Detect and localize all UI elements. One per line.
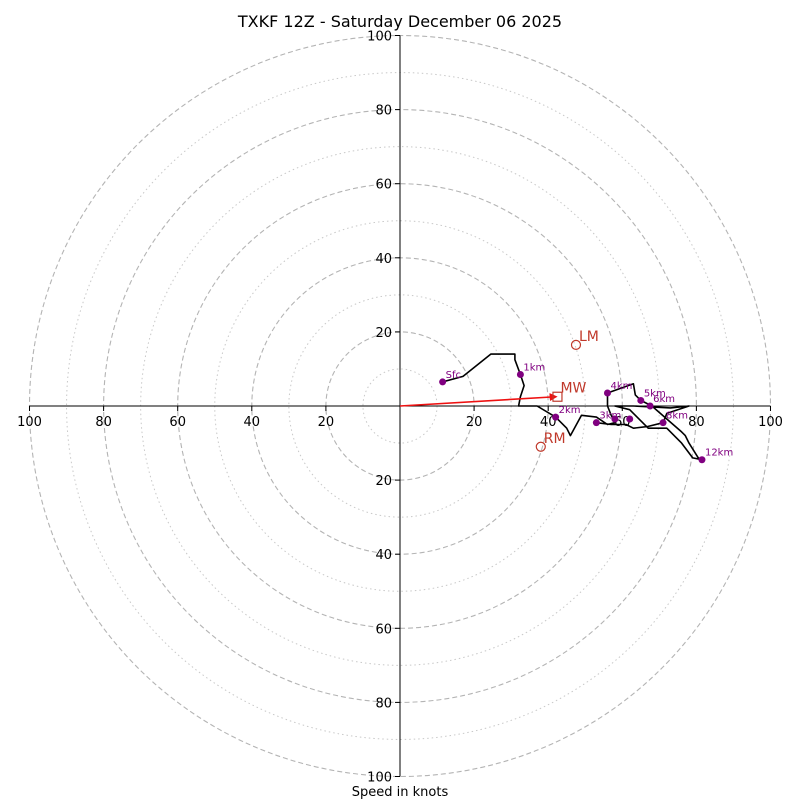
height-marker-dot xyxy=(603,389,611,397)
height-marker-dot xyxy=(552,413,560,421)
height-marker-dot xyxy=(659,419,667,427)
y-tick-label: 80 xyxy=(375,696,392,711)
height-marker-label: 8km xyxy=(666,411,688,422)
x-tick-label: 40 xyxy=(244,415,261,430)
left-mover-marker xyxy=(570,339,582,350)
x-tick-label: 60 xyxy=(169,415,186,430)
x-axis-label: Speed in knots xyxy=(352,785,449,800)
height-marker-label: 2km xyxy=(559,405,581,416)
height-marker-dot xyxy=(698,456,706,464)
y-tick-label: 60 xyxy=(375,178,392,193)
y-tick-label: 40 xyxy=(375,548,392,563)
x-tick-label: 100 xyxy=(17,415,42,430)
mean-wind-label: MW xyxy=(560,381,586,397)
height-marker-dot xyxy=(439,378,447,386)
right-mover-marker xyxy=(535,441,546,452)
mean-wind-marker xyxy=(552,391,563,402)
height-marker-label: Sfc xyxy=(446,370,461,381)
height-marker-dot xyxy=(611,415,619,423)
x-tick-label: 80 xyxy=(95,415,112,430)
height-marker-label: 3km xyxy=(599,411,621,422)
height-marker-dot xyxy=(637,396,645,404)
x-tick-label: 80 xyxy=(688,415,705,430)
storm-motion-group: MW LM RM xyxy=(399,329,599,452)
x-tick-label: 100 xyxy=(758,415,783,430)
y-tick-label: 20 xyxy=(375,474,392,489)
height-marker-label: 5km xyxy=(644,388,666,399)
x-tick-label: 20 xyxy=(318,415,335,430)
height-marker-label: 12km xyxy=(705,448,733,459)
height-marker-label: 4km xyxy=(610,381,632,392)
x-tick-label: 40 xyxy=(540,415,557,430)
height-marker-dot xyxy=(646,402,654,410)
height-marker-dot xyxy=(592,419,600,427)
height-marker-label: 6km xyxy=(653,394,675,405)
hodograph-trace-group xyxy=(442,353,703,461)
y-tick-label: 40 xyxy=(375,252,392,267)
x-tick-label: 20 xyxy=(466,415,483,430)
y-tick-label: 100 xyxy=(367,771,392,786)
height-marker-dot xyxy=(626,415,634,423)
y-tick-label: 20 xyxy=(375,326,392,341)
left-mover-label: LM xyxy=(579,329,599,345)
chart-title: TXKF 12Z - Saturday December 06 2025 xyxy=(237,12,562,31)
y-tick-label: 80 xyxy=(375,104,392,119)
right-mover-label: RM xyxy=(544,431,566,447)
height-marker-dot xyxy=(516,371,524,379)
hodograph-trace xyxy=(442,353,703,461)
height-marker-label: 1km xyxy=(523,363,545,374)
y-tick-label: 60 xyxy=(375,622,392,637)
y-tick-label: 100 xyxy=(367,30,392,45)
shear-vector-arrow xyxy=(399,393,558,407)
